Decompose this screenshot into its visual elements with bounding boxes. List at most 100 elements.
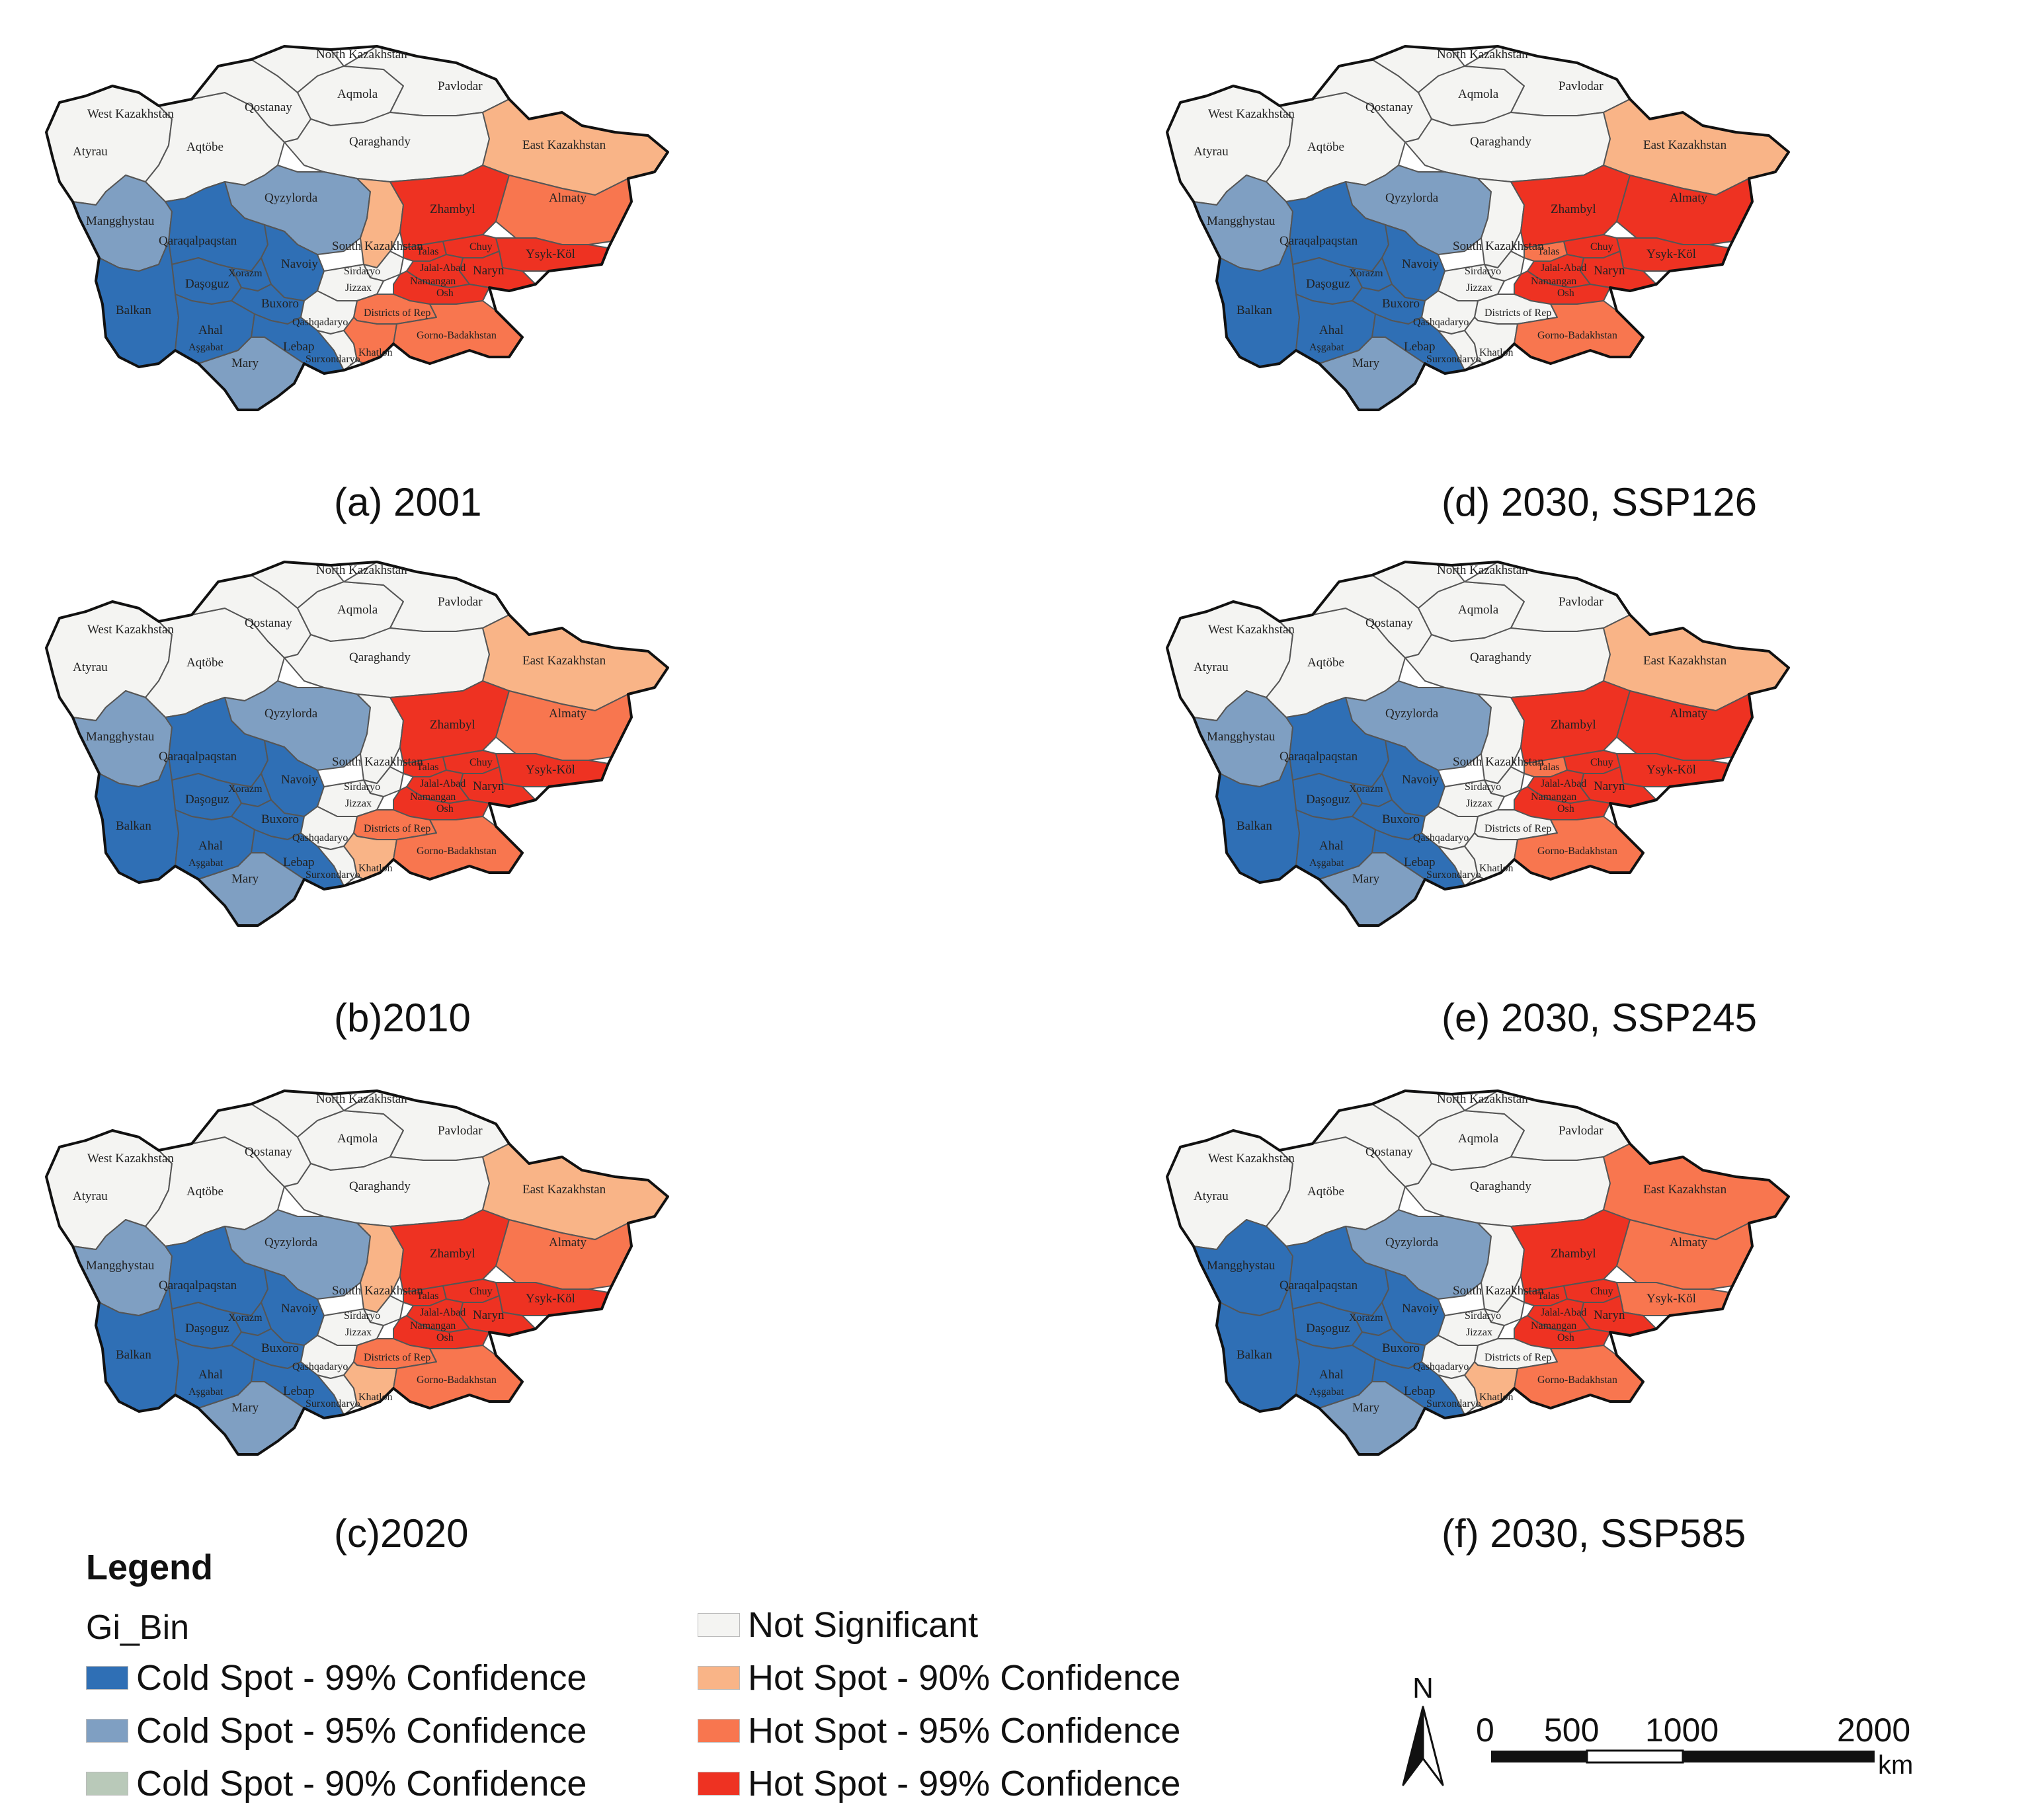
label-ysyk-kol: Ysyk-Köl [526,247,575,261]
label-qostanay: Qostanay [245,100,292,114]
label-jizzax: Jizzax [345,798,372,809]
label-surxondaryo: Surxondaryo [305,869,360,881]
label-naryn: Naryn [1594,779,1625,793]
label-khatlon: Khatlon [1479,863,1514,874]
label-qostanay: Qostanay [245,1145,292,1159]
label-north-kazakhstan: North Kazakhstan [1437,48,1528,61]
map-panel-b: North Kazakhstan West Kazakhstan Aqmola … [33,555,932,1005]
label-jizzax: Jizzax [1466,1327,1492,1338]
map-panel-e: North Kazakhstan West Kazakhstan Aqmola … [1154,555,2032,1005]
legend-item-ns: Not Significant [698,1605,978,1645]
label-buxoro: Buxoro [261,297,299,311]
label-ahal: Ahal [1319,839,1344,853]
label-khatlon: Khatlon [358,1392,393,1403]
label-namangan: Namangan [410,791,456,803]
label-naryn: Naryn [1594,1308,1625,1322]
label-qaraqalpaqstan: Qaraqalpaqstan [1280,750,1358,764]
legend: Legend Gi_Bin Cold Spot - 99% Confidence… [86,1547,1276,1811]
label-naryn: Naryn [473,779,505,793]
label-osh: Osh [1557,288,1574,299]
legend-swatch [698,1719,740,1743]
label-zhambyl: Zhambyl [430,202,475,216]
label-zhambyl: Zhambyl [1551,1247,1596,1261]
label-south-kazakhstan: South Kazakhstan [1453,1284,1544,1298]
label-jalal-abad: Jalal-Abad [1541,1307,1586,1318]
label-qaraqalpaqstan: Qaraqalpaqstan [1280,234,1358,248]
label-buxoro: Buxoro [1382,812,1420,826]
label-aqmola: Aqmola [337,1132,378,1146]
label-ysyk-kol: Ysyk-Köl [1646,763,1696,777]
label-balkan: Balkan [1237,303,1272,317]
map-panel-a: North Kazakhstan West Kazakhstan Aqmola … [33,40,932,489]
label-lebap: Lebap [283,855,314,869]
label-jizzax: Jizzax [1466,798,1492,809]
label-aqmola: Aqmola [1458,603,1499,617]
label-almaty: Almaty [1670,1236,1707,1249]
label-lebap: Lebap [1404,1384,1435,1398]
scale-tick-1000: 1000 [1645,1712,1719,1749]
scale-segment [1491,1751,1587,1762]
label-pavlodar: Pavlodar [438,595,483,609]
caption-b: (b)2010 [334,996,471,1040]
label-xorazm: Xorazm [1349,1312,1383,1324]
label-navoiy: Navoiy [1402,1302,1439,1316]
legend-swatch [86,1666,128,1690]
label-districts-of-rep: Districts of Rep [364,1352,430,1363]
label-atyrau: Atyrau [73,660,108,674]
region-labels: North Kazakhstan West Kazakhstan Aqmola … [1194,1092,1727,1415]
region-labels: North Kazakhstan West Kazakhstan Aqmola … [73,48,606,370]
label-ahal: Ahal [198,839,223,853]
label-balkan: Balkan [116,303,151,317]
label-ahal: Ahal [198,323,223,337]
label-jalal-abad: Jalal-Abad [420,778,466,789]
label-qaraghandy: Qaraghandy [349,651,411,664]
legend-label: Cold Spot - 99% Confidence [136,1658,587,1698]
label-talas: Talas [1537,246,1560,257]
label-qyzylorda: Qyzylorda [1385,707,1439,721]
label-mangghystau: Mangghystau [86,1259,155,1273]
regions [46,46,669,411]
label-gorno-badakhstan: Gorno-Badakhstan [1537,846,1617,857]
label-balkan: Balkan [1237,819,1272,833]
label-north-kazakhstan: North Kazakhstan [1437,563,1528,577]
label-districts-of-rep: Districts of Rep [364,823,430,834]
legend-item-hot99: Hot Spot - 99% Confidence [698,1764,1180,1803]
label-buxoro: Buxoro [1382,1341,1420,1355]
label-mary: Mary [231,1401,259,1415]
label-ahal: Ahal [1319,323,1344,337]
label-talas: Talas [417,1290,439,1302]
choropleth-map: North Kazakhstan West Kazakhstan Aqmola … [1166,1089,1790,1456]
label-almaty: Almaty [549,1236,587,1249]
label-naryn: Naryn [1594,264,1625,278]
label-khatlon: Khatlon [358,347,393,358]
map-panel-c: North Kazakhstan West Kazakhstan Aqmola … [33,1084,932,1534]
legend-field: Gi_Bin [86,1608,190,1647]
label-ashgabat: Aşgabat [188,342,224,353]
label-qostanay: Qostanay [1365,100,1413,114]
label-almaty: Almaty [1670,707,1707,721]
label-jizzax: Jizzax [1466,282,1492,294]
label-jalal-abad: Jalal-Abad [1541,778,1586,789]
label-ashgabat: Aşgabat [1309,342,1344,353]
region-labels: North Kazakhstan West Kazakhstan Aqmola … [73,1092,606,1415]
label-atyrau: Atyrau [1194,1189,1229,1203]
label-aqmola: Aqmola [1458,1132,1499,1146]
label-aqtobe: Aqtöbe [1307,1185,1344,1199]
label-mary: Mary [231,872,259,886]
regions [46,561,669,926]
choropleth-map: North Kazakhstan West Kazakhstan Aqmola … [45,45,669,411]
label-khatlon: Khatlon [358,863,393,874]
regions [1166,1090,1789,1455]
label-xorazm: Xorazm [1349,783,1383,795]
label-ysyk-kol: Ysyk-Köl [526,763,575,777]
label-talas: Talas [417,762,439,773]
label-qaraghandy: Qaraghandy [1470,651,1531,664]
label-qaraqalpaqstan: Qaraqalpaqstan [1280,1279,1358,1292]
label-chuy: Chuy [1590,1286,1613,1297]
label-gorno-badakhstan: Gorno-Badakhstan [1537,1374,1617,1386]
label-lebap: Lebap [1404,340,1435,354]
label-ashgabat: Aşgabat [188,1386,224,1398]
label-jalal-abad: Jalal-Abad [1541,262,1586,274]
label-south-kazakhstan: South Kazakhstan [332,755,423,769]
label-surxondaryo: Surxondaryo [305,1398,360,1409]
